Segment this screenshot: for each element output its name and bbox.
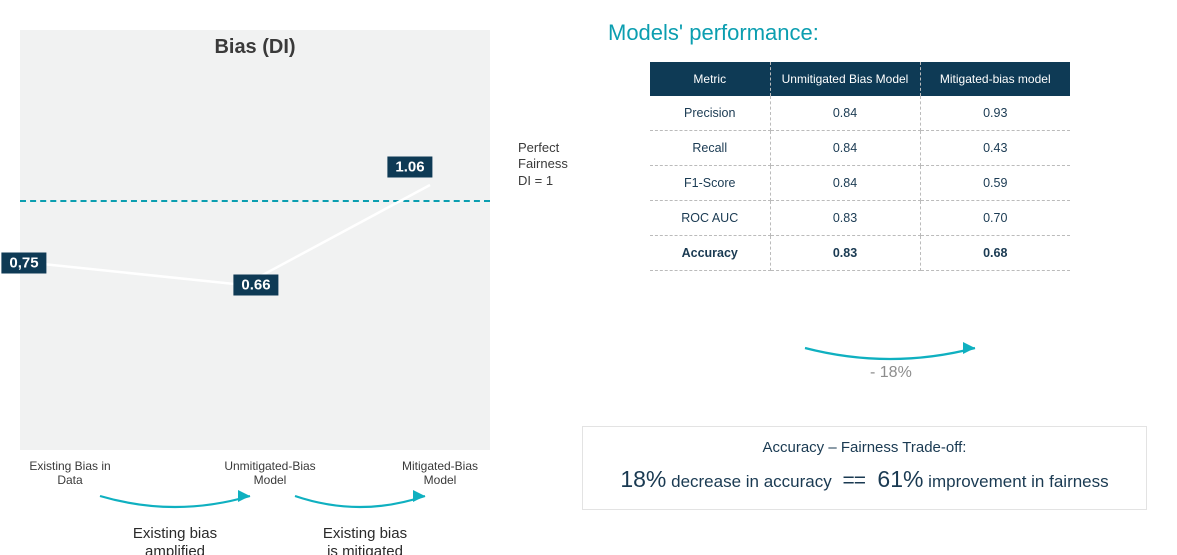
tradeoff-eq: == [842,469,865,492]
tradeoff-mid2: improvement in fairness [923,472,1108,491]
accuracy-diff-label: - 18% [870,364,912,382]
tradeoff-pct1: 18% [620,466,666,492]
tradeoff-statement: 18% decrease in accuracy == 61% improvem… [601,466,1128,493]
tradeoff-title: Accuracy – Fairness Trade-off: [601,439,1128,456]
tradeoff-mid1: decrease in accuracy [666,472,836,491]
tradeoff-box: Accuracy – Fairness Trade-off: 18% decre… [582,426,1147,510]
tradeoff-pct2: 61% [871,466,923,492]
